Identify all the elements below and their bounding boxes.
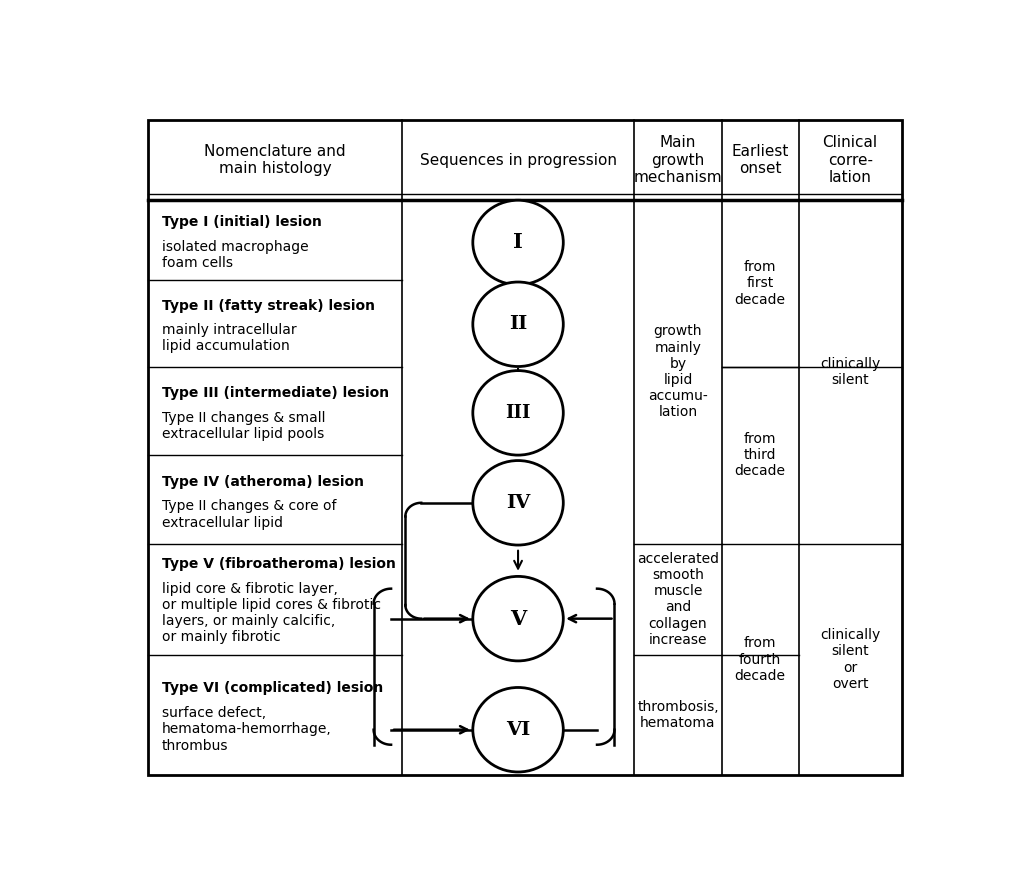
Ellipse shape bbox=[473, 460, 563, 545]
Text: V: V bbox=[510, 609, 526, 628]
Text: I: I bbox=[513, 233, 523, 252]
Ellipse shape bbox=[473, 200, 563, 285]
Text: clinically
silent
or
overt: clinically silent or overt bbox=[820, 628, 881, 691]
Text: II: II bbox=[509, 315, 527, 334]
Text: from
third
decade: from third decade bbox=[734, 432, 785, 478]
Text: Type II (fatty streak) lesion: Type II (fatty streak) lesion bbox=[162, 298, 375, 312]
Ellipse shape bbox=[473, 576, 563, 661]
Text: thrombosis,
hematoma: thrombosis, hematoma bbox=[637, 700, 719, 730]
Text: Sequences in progression: Sequences in progression bbox=[420, 152, 616, 167]
Text: Type VI (complicated) lesion: Type VI (complicated) lesion bbox=[162, 681, 383, 696]
Text: isolated macrophage
foam cells: isolated macrophage foam cells bbox=[162, 240, 309, 270]
Text: Clinical
corre-
lation: Clinical corre- lation bbox=[822, 135, 878, 185]
Text: Type II changes & small
extracellular lipid pools: Type II changes & small extracellular li… bbox=[162, 411, 326, 441]
Text: VI: VI bbox=[506, 720, 530, 739]
Text: growth
mainly
by
lipid
accumu-
lation: growth mainly by lipid accumu- lation bbox=[648, 325, 708, 419]
Text: from
fourth
decade: from fourth decade bbox=[734, 636, 785, 682]
Text: Main
growth
mechanism: Main growth mechanism bbox=[634, 135, 722, 185]
Text: IV: IV bbox=[506, 494, 530, 512]
Text: Type I (initial) lesion: Type I (initial) lesion bbox=[162, 215, 322, 229]
Ellipse shape bbox=[473, 688, 563, 772]
Text: Type III (intermediate) lesion: Type III (intermediate) lesion bbox=[162, 386, 389, 400]
Text: Type IV (atheroma) lesion: Type IV (atheroma) lesion bbox=[162, 474, 365, 489]
Text: Type II changes & core of
extracellular lipid: Type II changes & core of extracellular … bbox=[162, 499, 337, 529]
Text: from
first
decade: from first decade bbox=[734, 260, 785, 306]
Text: surface defect,
hematoma-hemorrhage,
thrombus: surface defect, hematoma-hemorrhage, thr… bbox=[162, 706, 332, 752]
Text: mainly intracellular
lipid accumulation: mainly intracellular lipid accumulation bbox=[162, 323, 297, 353]
Text: accelerated
smooth
muscle
and
collagen
increase: accelerated smooth muscle and collagen i… bbox=[637, 551, 719, 647]
Text: Earliest
onset: Earliest onset bbox=[731, 144, 788, 176]
Text: III: III bbox=[505, 404, 530, 422]
Text: clinically
silent: clinically silent bbox=[820, 357, 881, 387]
Ellipse shape bbox=[473, 371, 563, 455]
Text: Type V (fibroatheroma) lesion: Type V (fibroatheroma) lesion bbox=[162, 557, 396, 571]
Ellipse shape bbox=[473, 282, 563, 366]
Text: Nomenclature and
main histology: Nomenclature and main histology bbox=[204, 144, 346, 176]
Text: lipid core & fibrotic layer,
or multiple lipid cores & fibrotic
layers, or mainl: lipid core & fibrotic layer, or multiple… bbox=[162, 581, 381, 644]
